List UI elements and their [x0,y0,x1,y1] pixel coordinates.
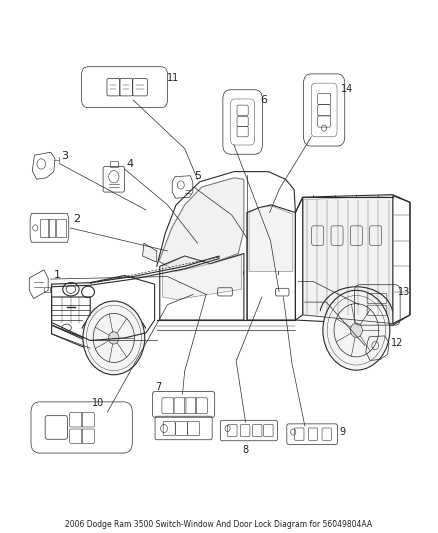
Text: 5: 5 [194,171,201,181]
Circle shape [109,332,119,344]
Text: 3: 3 [61,151,68,161]
Text: 1: 1 [54,270,61,280]
Circle shape [350,323,362,337]
Text: 7: 7 [155,382,162,392]
Text: 2006 Dodge Ram 3500 Switch-Window And Door Lock Diagram for 56049804AA: 2006 Dodge Ram 3500 Switch-Window And Do… [65,520,373,529]
Text: 14: 14 [340,84,353,94]
Polygon shape [162,255,241,300]
Circle shape [83,301,145,375]
Text: 8: 8 [243,445,249,455]
Text: 11: 11 [166,73,179,83]
Text: 6: 6 [260,95,267,105]
Polygon shape [143,243,157,262]
Circle shape [323,290,390,370]
Text: 9: 9 [339,427,345,437]
Polygon shape [159,178,244,271]
Text: 10: 10 [92,398,105,408]
Text: 12: 12 [391,338,403,348]
Text: 4: 4 [127,159,134,169]
Text: 2: 2 [73,214,80,224]
Text: 13: 13 [399,287,411,297]
Polygon shape [303,196,393,324]
Polygon shape [249,206,293,271]
